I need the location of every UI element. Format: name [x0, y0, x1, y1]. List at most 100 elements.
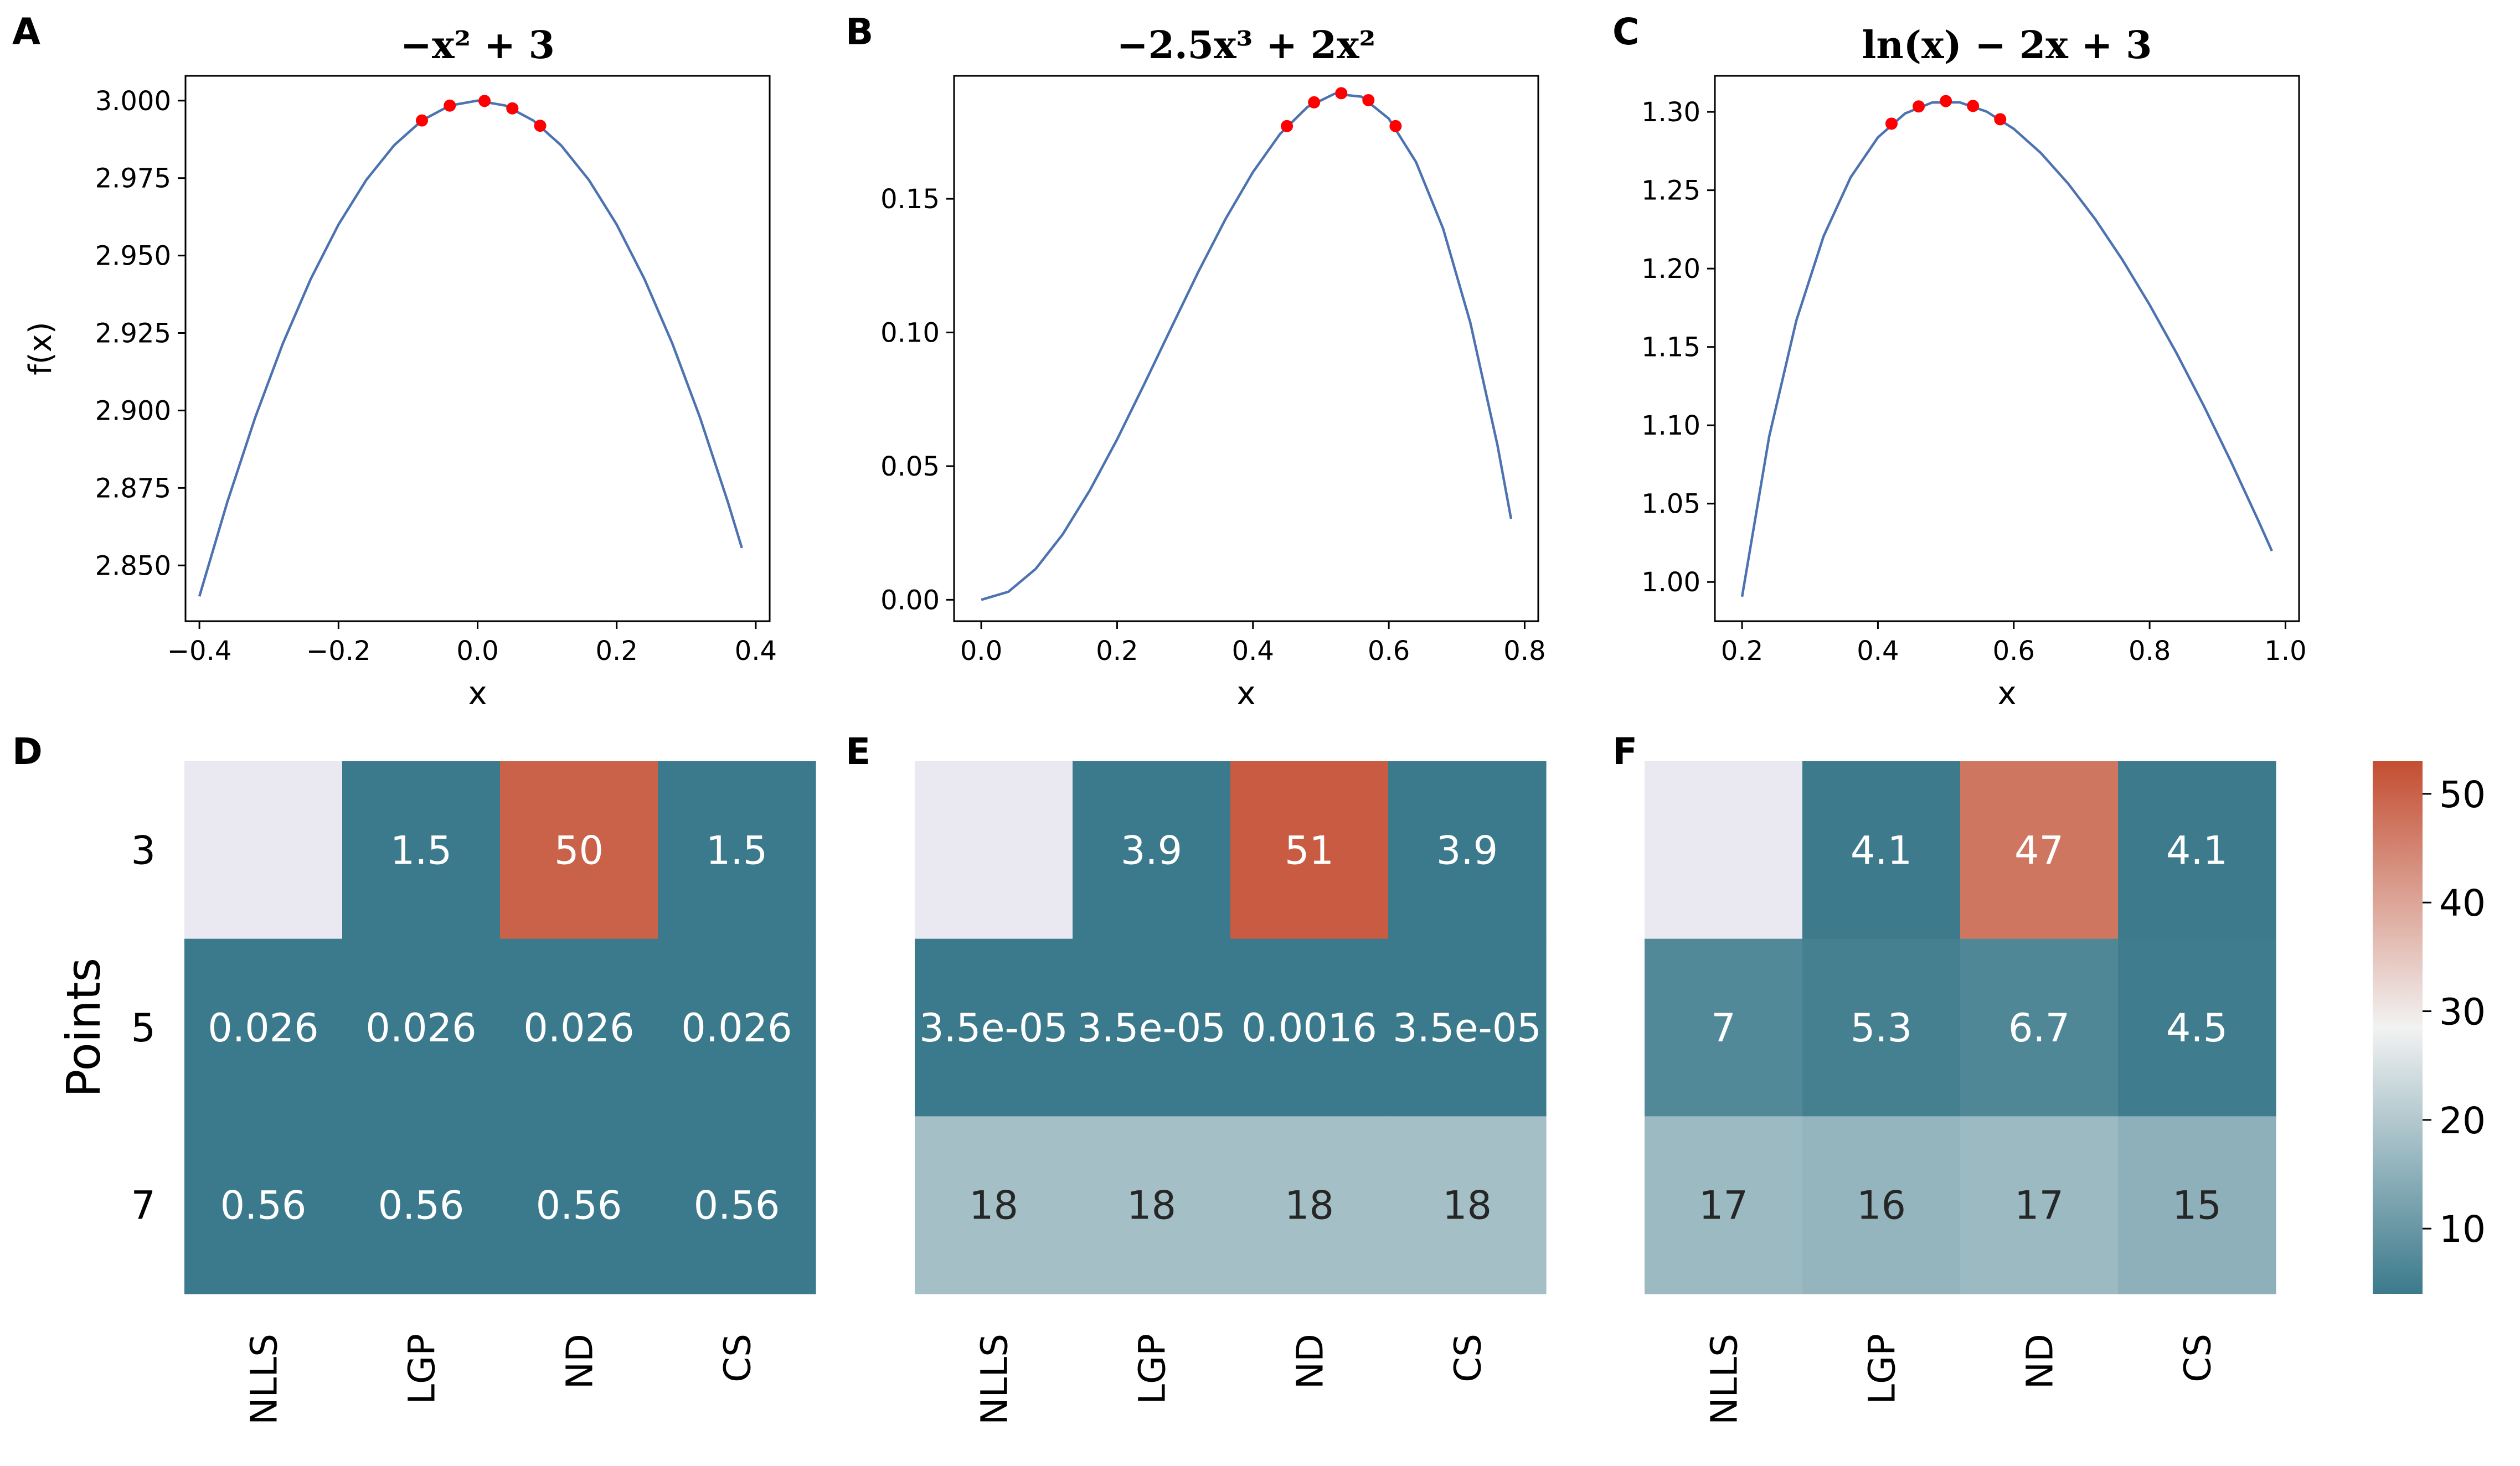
x-tick-label: 0.4: [1857, 636, 1899, 667]
heatmap-cell: [1960, 1116, 2119, 1294]
heatmap-cell: [1388, 761, 1547, 940]
y-axis-label: f(x): [23, 322, 59, 375]
sample-point: [1389, 120, 1402, 132]
sample-point: [478, 95, 491, 107]
plot-frame: [1714, 75, 2300, 622]
x-tick-label: 0.8: [1503, 636, 1545, 667]
heatmap-cell: [2118, 1116, 2276, 1294]
heatmap-cell: [658, 761, 816, 940]
function-curve: [1740, 101, 2273, 597]
column-label: LGP: [1861, 1334, 1904, 1405]
x-axis-label: x: [1997, 674, 2016, 712]
heatmap-cell: [500, 761, 658, 940]
column-label: CS: [2177, 1334, 2219, 1382]
cell-value-label: 18: [969, 1183, 1018, 1228]
line-panel-b: −2.5x³ + 2x² 0.0 0.2 0.4 0.6 0.8 0.00 0.05 0.10 0…: [880, 23, 1546, 712]
x-tick-label: 0.8: [2129, 636, 2171, 667]
line-panel-a: −x² + 3 −0.4 −0.2 0.0 0.2 0.4 2.850 2.875 2.900 2…: [23, 23, 777, 712]
x-tick-label: 0.0: [960, 636, 1002, 667]
y-tick-label: 0.15: [880, 184, 940, 215]
cell-value-label: 4.1: [1851, 828, 1912, 873]
line-panel-c: ln(x) − 2x + 3 0.2 0.4 0.6 0.8 1.0 1.00 1.05 1.1…: [1641, 23, 2307, 712]
x-tick-label: 0.2: [1096, 636, 1138, 667]
heatmap-cell: [2118, 938, 2276, 1117]
sample-point: [1885, 117, 1898, 130]
cell-value-label: 3.9: [1436, 828, 1498, 873]
plot-frame: [953, 75, 1539, 622]
y-tick-label: 1.25: [1641, 175, 1700, 207]
x-tick-label: 0.4: [1232, 636, 1274, 667]
sample-point: [1335, 87, 1348, 100]
cell-value-label: 0.0016: [1241, 1005, 1377, 1051]
row-label: 7: [131, 1183, 156, 1228]
heatmap-cell: [1645, 938, 1803, 1117]
sample-point: [1913, 100, 1925, 113]
colorbar-tick-label: 40: [2439, 882, 2486, 925]
y-tick-label: 1.30: [1641, 97, 1700, 128]
colorbar-gradient: [2373, 761, 2423, 1294]
heatmap-cell: [184, 938, 343, 1117]
cell-value-label: 0.026: [523, 1005, 634, 1051]
sample-point: [1362, 94, 1375, 106]
cell-value-label: 51: [1285, 828, 1334, 873]
cell-value-label: 1.5: [706, 828, 767, 873]
y-tick-label: 1.15: [1641, 332, 1700, 363]
cell-value-label: 17: [1699, 1183, 1748, 1228]
heatmap-cell: [1230, 1116, 1389, 1294]
column-label: NLLS: [1703, 1334, 1746, 1425]
plot-frame: [184, 75, 771, 622]
heatmap-cell: [1230, 938, 1389, 1117]
heatmap-cell: [500, 938, 658, 1117]
heatmap-cell: [1073, 1116, 1231, 1294]
cell-value-label: 0.56: [536, 1183, 622, 1228]
column-label: CS: [717, 1334, 759, 1382]
x-tick-label: 0.0: [456, 636, 498, 667]
colorbar-tick-label: 20: [2439, 1100, 2486, 1142]
column-label: NLLS: [973, 1334, 1016, 1425]
heatmap-cell: [1645, 761, 1803, 940]
cell-value-label: 0.56: [694, 1183, 780, 1228]
y-tick-label: 2.975: [95, 163, 171, 194]
heatmap-cell: [1388, 1116, 1547, 1294]
panel-letter-A: A: [12, 11, 40, 53]
heatmap-cell: [1388, 938, 1547, 1117]
sample-point: [1308, 96, 1321, 109]
cell-value-label: 0.026: [208, 1005, 318, 1051]
heatmap-cell: [342, 938, 501, 1117]
plot-title: −2.5x³ + 2x²: [1117, 23, 1376, 68]
cell-value-label: 0.56: [220, 1183, 307, 1228]
heatmap-cell: [500, 1116, 658, 1294]
x-tick-label: 0.6: [1368, 636, 1410, 667]
y-tick-label: 2.950: [95, 241, 171, 272]
column-label: ND: [2019, 1334, 2062, 1389]
panel-letter-E: E: [846, 730, 870, 773]
heatmaps: 1.5 50 1.5 0.026 0.026 0.026 0.026 0.56 0.56 0.56…: [56, 761, 2276, 1425]
x-tick-label: −0.4: [167, 636, 232, 667]
cell-value-label: 6.7: [2008, 1005, 2070, 1051]
x-axis-label: x: [468, 674, 487, 712]
column-label: ND: [559, 1334, 601, 1389]
heatmap-cell: [184, 1116, 343, 1294]
column-label: CS: [1447, 1334, 1490, 1382]
column-label: LGP: [401, 1334, 444, 1405]
heatmap-cell: [1960, 938, 2119, 1117]
cell-value-label: 0.026: [681, 1005, 792, 1051]
panel-letter-B: B: [846, 11, 873, 53]
column-label: LGP: [1131, 1334, 1174, 1405]
heatmap-cell: [1960, 761, 2119, 940]
heatmap-cell: [1645, 1116, 1803, 1294]
y-tick-label: 2.925: [95, 318, 171, 349]
heatmap-d: 1.5 50 1.5 0.026 0.026 0.026 0.026 0.56 0.56 0.56…: [56, 761, 816, 1425]
y-tick-label: 2.900: [95, 395, 171, 426]
sample-point: [416, 114, 429, 127]
heatmap-f: 4.1 47 4.1 7 5.3 6.7 4.5 17 16 17 15 NLLS LGP ND CS: [1645, 761, 2276, 1425]
x-tick-label: 0.2: [1721, 636, 1763, 667]
heatmap-cell: [915, 1116, 1073, 1294]
line-plots: −x² + 3 −0.4 −0.2 0.0 0.2 0.4 2.850 2.875 2.900 2…: [23, 23, 2307, 712]
heatmap-cell: [915, 938, 1073, 1117]
cell-value-label: 50: [554, 828, 604, 873]
x-tick-label: 0.6: [1993, 636, 2035, 667]
sample-point: [1967, 100, 1980, 112]
cell-value-label: 0.026: [365, 1005, 476, 1051]
